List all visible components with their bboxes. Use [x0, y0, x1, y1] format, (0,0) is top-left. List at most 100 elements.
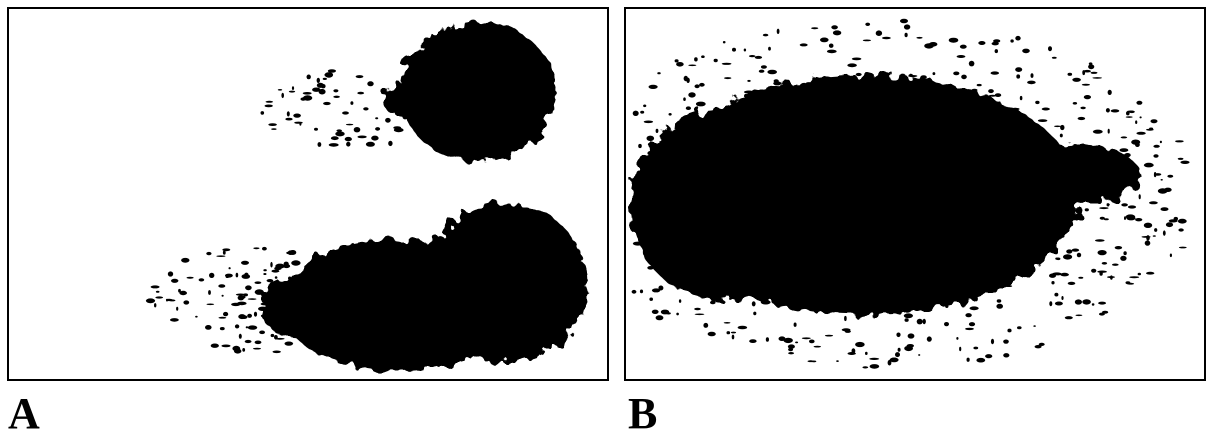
- speckle: [801, 238, 810, 242]
- speckle: [861, 248, 872, 253]
- speckle: [967, 114, 970, 120]
- speckle: [903, 313, 914, 319]
- speckle: [332, 270, 339, 273]
- speckle: [757, 109, 763, 114]
- speckle: [286, 313, 297, 317]
- speckle: [707, 239, 717, 245]
- speckle: [651, 288, 661, 293]
- speckle: [176, 306, 179, 311]
- speckle: [1035, 100, 1040, 105]
- speckle: [947, 215, 955, 221]
- speckle: [962, 102, 969, 107]
- speckle: [343, 274, 349, 280]
- speckle: [776, 28, 780, 34]
- speckle: [406, 104, 415, 107]
- speckle: [825, 287, 832, 292]
- speckle: [783, 215, 788, 219]
- speckle: [658, 247, 661, 250]
- speckle: [1067, 157, 1071, 160]
- speckle: [1110, 275, 1113, 280]
- speckle: [838, 260, 841, 265]
- speckle: [1034, 345, 1042, 349]
- speckle: [683, 202, 689, 206]
- speckle: [859, 170, 866, 175]
- speckle: [978, 288, 985, 293]
- speckle: [1177, 218, 1187, 224]
- speckle: [973, 227, 981, 230]
- speckle: [1098, 301, 1106, 305]
- speckle: [1054, 292, 1059, 297]
- speckle: [1017, 326, 1022, 330]
- speckle: [964, 156, 971, 162]
- speckle: [760, 233, 766, 238]
- speckle: [788, 352, 794, 355]
- speckle: [743, 48, 747, 52]
- speckle: [1005, 150, 1015, 155]
- speckle: [932, 97, 941, 103]
- speckle: [730, 331, 737, 334]
- speckle: [810, 109, 816, 114]
- comet-tail: [280, 239, 520, 371]
- speckle: [960, 177, 965, 180]
- speckle: [1083, 95, 1091, 100]
- speckle: [343, 330, 352, 335]
- speckle: [288, 90, 296, 93]
- speckle: [1054, 125, 1061, 128]
- speckle: [995, 127, 1000, 132]
- speckle: [654, 177, 659, 181]
- speckle: [324, 72, 334, 78]
- speckle: [275, 283, 285, 286]
- speckle: [1141, 236, 1151, 238]
- speckle: [1038, 342, 1045, 346]
- speckle: [1074, 299, 1082, 305]
- speckle: [1019, 131, 1025, 135]
- speckle: [1053, 146, 1058, 149]
- speckle: [308, 302, 315, 306]
- speckle: [651, 309, 659, 314]
- speckle: [743, 250, 748, 256]
- speckle: [706, 235, 709, 241]
- speckle: [889, 357, 899, 363]
- panel-label: A: [8, 389, 40, 434]
- speckle: [1098, 176, 1109, 179]
- speckle: [322, 77, 327, 80]
- speckle: [706, 123, 711, 125]
- speckle: [657, 72, 661, 75]
- speckle: [1011, 107, 1020, 111]
- speckle: [671, 164, 678, 169]
- speckle: [839, 191, 845, 195]
- speckle: [1008, 263, 1014, 268]
- speckle: [288, 276, 292, 281]
- speckle: [908, 75, 918, 77]
- speckle: [689, 260, 694, 262]
- speckle: [856, 145, 862, 147]
- speckle: [822, 97, 827, 103]
- speckle: [312, 87, 321, 92]
- speckle: [863, 194, 872, 197]
- speckle: [820, 37, 829, 43]
- speckle: [751, 301, 756, 307]
- speckle: [393, 127, 404, 133]
- speckle: [270, 333, 275, 338]
- speckle: [1152, 235, 1156, 237]
- speckle: [314, 301, 319, 305]
- speckle: [922, 318, 926, 325]
- speckle: [767, 69, 777, 75]
- speckle: [1007, 328, 1012, 333]
- speckle: [291, 260, 301, 266]
- speckle: [834, 281, 844, 288]
- speckle: [993, 193, 1000, 198]
- speckle: [258, 306, 268, 311]
- speckle: [1059, 133, 1063, 138]
- speckle: [807, 360, 814, 363]
- speckle: [285, 117, 293, 121]
- speckle: [689, 125, 697, 131]
- speckle: [853, 215, 863, 221]
- speckle: [155, 290, 160, 293]
- speckle: [935, 91, 946, 93]
- speckle: [801, 169, 805, 175]
- speckle: [795, 229, 801, 232]
- speckle: [632, 241, 643, 246]
- speckle: [1143, 162, 1154, 168]
